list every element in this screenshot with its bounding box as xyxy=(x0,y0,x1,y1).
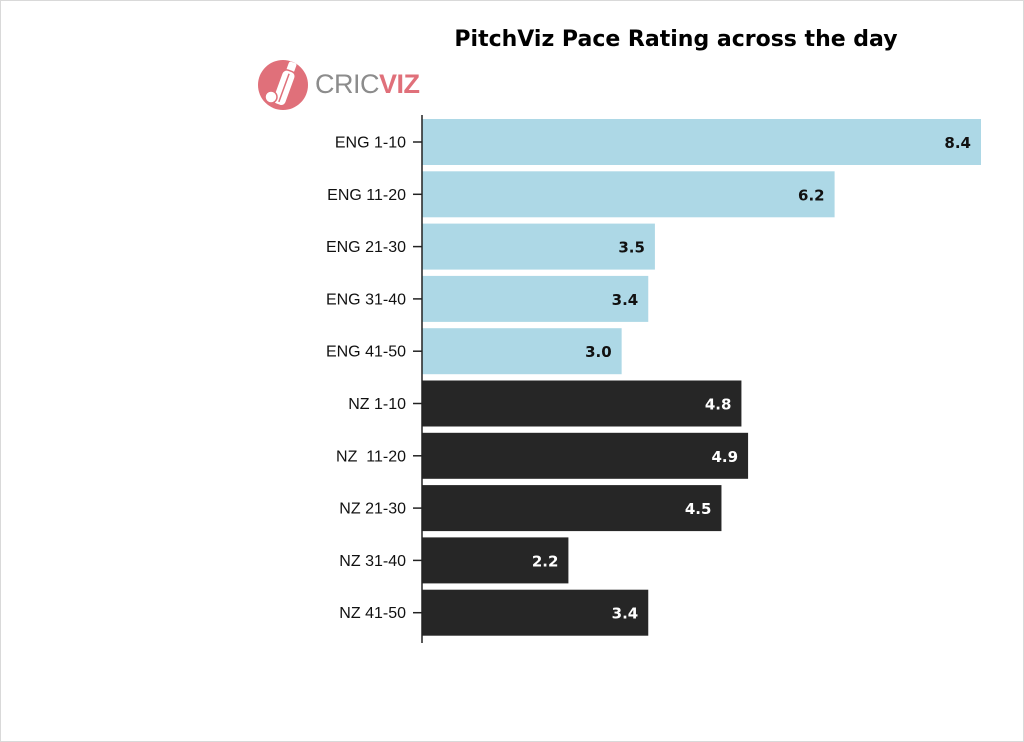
logo-text-viz: VIZ xyxy=(379,69,420,99)
chart-title: PitchViz Pace Rating across the day xyxy=(454,27,898,52)
bar-0 xyxy=(422,119,981,165)
bar-8 xyxy=(422,537,569,584)
y-tick-label-0: ENG 1-10 xyxy=(335,135,406,152)
y-tick-label-5: NZ 1-10 xyxy=(348,396,406,413)
bar-value-label-2: 3.5 xyxy=(618,239,645,257)
y-tick-label-7: NZ 21-30 xyxy=(339,501,406,518)
bar-value-label-7: 4.5 xyxy=(685,500,712,518)
y-tick-label-1: ENG 11-20 xyxy=(327,187,406,204)
logo-wordmark: CRICVIZ xyxy=(315,69,420,99)
bar-value-label-3: 3.4 xyxy=(612,291,639,309)
bar-value-label-4: 3.0 xyxy=(585,343,612,361)
y-tick-label-3: ENG 31-40 xyxy=(326,291,406,308)
bar-value-label-1: 6.2 xyxy=(798,186,825,204)
cricviz-logo: CRICVIZ xyxy=(257,57,420,113)
bar-value-label-8: 2.2 xyxy=(532,552,559,570)
bar-value-label-6: 4.9 xyxy=(712,448,739,466)
y-tick-label-6: NZ 11-20 xyxy=(336,448,406,465)
bar-7 xyxy=(422,485,722,532)
bar-value-label-9: 3.4 xyxy=(612,605,639,623)
logo-text-cric: CRIC xyxy=(315,69,380,99)
y-tick-label-2: ENG 21-30 xyxy=(326,239,406,256)
y-tick-label-9: NZ 41-50 xyxy=(339,605,406,622)
bar-5 xyxy=(422,380,742,427)
bar-1 xyxy=(422,171,835,218)
bar-value-label-0: 8.4 xyxy=(944,134,971,152)
bar-3 xyxy=(422,275,649,322)
bar-6 xyxy=(422,432,749,479)
bar-4 xyxy=(422,328,622,375)
cricket-bat-ball-icon xyxy=(258,60,308,110)
y-tick-label-8: NZ 31-40 xyxy=(339,553,406,570)
bar-value-label-5: 4.8 xyxy=(705,396,732,414)
bar-2 xyxy=(422,223,655,270)
bar-9 xyxy=(422,589,649,636)
y-tick-label-4: ENG 41-50 xyxy=(326,344,406,361)
